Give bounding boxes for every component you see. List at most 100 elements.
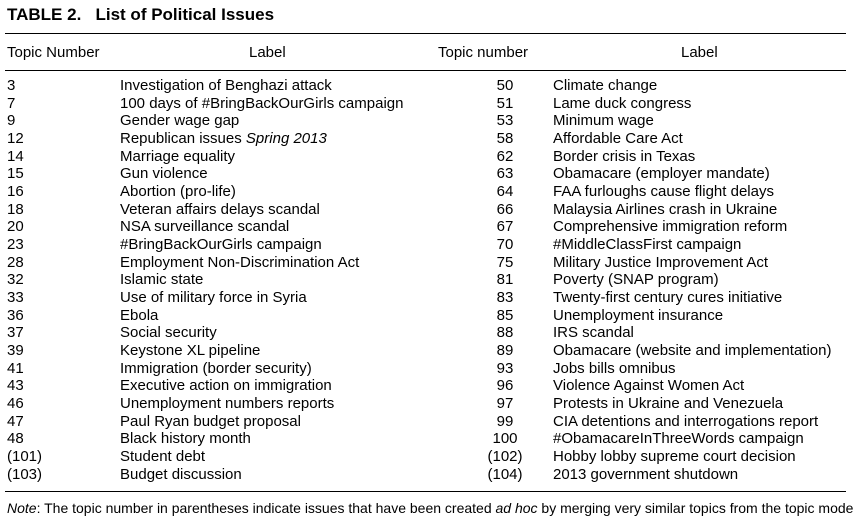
topic-label-text: Republican issues — [120, 130, 242, 148]
topic-number-right: 96 — [496, 377, 514, 395]
topic-label-right: IRS scandal — [553, 324, 634, 342]
topic-number-right: 66 — [496, 200, 514, 218]
topic-label-right: Hobby lobby supreme court decision — [553, 448, 796, 466]
table-row: 9 Gender wage gap 53 Minimum wage — [0, 112, 854, 130]
topic-label-left: Black history month — [120, 430, 251, 448]
topic-label-right: Comprehensive immigration reform — [553, 218, 788, 236]
topic-label-right: Poverty (SNAP program) — [553, 271, 719, 289]
table-row: 32 Islamic state 81 Poverty (SNAP program) — [0, 271, 854, 289]
topic-number-right: 53 — [496, 112, 514, 130]
table-row: 33 Use of military force in Syria 83 Twenty… — [0, 289, 854, 307]
table-row: 46 Unemployment numbers reports 97 Protests… — [0, 395, 854, 413]
topic-number-right: 89 — [496, 342, 514, 360]
table-row: 41 Immigration (border security) 93 Jobs bi… — [0, 360, 854, 378]
topic-label-left: Gun violence — [120, 165, 208, 183]
note-lead: Note — [7, 500, 37, 516]
topic-label-left: 100 days of #BringBackOurGirls campaign — [120, 94, 404, 112]
topic-number-right: 99 — [496, 412, 514, 430]
table-row: 7 100 days of #BringBackOurGirls campaign… — [0, 95, 854, 113]
topic-number-left: 9 — [7, 112, 16, 130]
table-row: 23 #BringBackOurGirls campaign 70 #MiddleCl… — [0, 236, 854, 254]
topic-number-right: 67 — [496, 218, 514, 236]
topic-label-left: Student debt — [120, 448, 206, 466]
topic-label-left: Marriage equality — [120, 147, 236, 165]
table-row: 28 Employment Non-Discrimination Act 75 Mil… — [0, 254, 854, 272]
topic-label-right: Minimum wage — [553, 112, 654, 130]
topic-number-right: 51 — [496, 94, 514, 112]
topic-label-left: Gender wage gap — [120, 112, 240, 130]
topic-number-left: 47 — [7, 412, 24, 430]
note-text-1: : The topic number in parentheses indica… — [36, 500, 496, 516]
table-row: (101) Student debt (102) Hobby lobby suprem… — [0, 448, 854, 466]
table-row: 15 Gun violence 63 Obamacare (employer mand… — [0, 165, 854, 183]
table-row: 43 Executive action on immigration 96 Viole… — [0, 377, 854, 395]
topic-number-right: 88 — [496, 324, 514, 342]
topic-number-right: 83 — [496, 289, 514, 307]
topic-number-right: 100 — [492, 430, 518, 448]
topic-label-right: Obamacare (website and implementation) — [553, 342, 832, 360]
topic-number-right: (104) — [487, 465, 523, 483]
topic-label-left: Ebola — [120, 306, 159, 324]
topic-number-right: 62 — [496, 147, 514, 165]
topic-number-right: 75 — [496, 253, 514, 271]
topic-label-left: Islamic state — [120, 271, 204, 289]
topic-label-left: Unemployment numbers reports — [120, 395, 335, 413]
topic-label-right: Military Justice Improvement Act — [553, 253, 769, 271]
table-row: 37 Social security 88 IRS scandal — [0, 324, 854, 342]
topic-number-left: 33 — [7, 289, 24, 307]
topic-label-right: Climate change — [553, 77, 658, 94]
bottom-rule — [5, 491, 846, 492]
topic-label-left: Employment Non-Discrimination Act — [120, 253, 360, 271]
topic-label-right: Lame duck congress — [553, 94, 692, 112]
topic-label-right: Twenty-first century cures initiative — [553, 289, 783, 307]
table-row: 48 Black history month 100 #ObamacareInThre… — [0, 430, 854, 448]
topic-number-left: 15 — [7, 165, 24, 183]
note-text-2: by merging very similar topics from the … — [537, 500, 854, 516]
header-topic-number-right: Topic number — [438, 44, 529, 61]
topic-label-right: Violence Against Women Act — [553, 377, 745, 395]
topic-number-left: 32 — [7, 271, 24, 289]
topic-label-right: Malaysia Airlines crash in Ukraine — [553, 200, 778, 218]
table-row: 16 Abortion (pro-life) 64 FAA furloughs cau… — [0, 183, 854, 201]
topic-label-left: Veteran affairs delays scandal — [120, 200, 320, 218]
topic-label-left: Investigation of Benghazi attack — [120, 77, 332, 94]
topic-number-left: 23 — [7, 236, 24, 254]
topic-label-left: Paul Ryan budget proposal — [120, 412, 301, 430]
table-caption: List of Political Issues — [95, 5, 275, 24]
header-label-left: Label — [249, 44, 286, 61]
table-title: TABLE 2. List of Political Issues — [7, 5, 274, 25]
table-number: TABLE 2. — [7, 5, 82, 24]
header-label-right: Label — [681, 44, 718, 61]
topic-label-right: #ObamacareInThreeWords campaign — [553, 430, 804, 448]
topic-label-left: NSA surveillance scandal — [120, 218, 290, 236]
topic-number-left: 39 — [7, 342, 24, 360]
topic-number-right: (102) — [487, 448, 523, 466]
table-row: 20 NSA surveillance scandal 67 Comprehensiv… — [0, 218, 854, 236]
topic-label-right: 2013 government shutdown — [553, 465, 739, 483]
topic-number-left: 16 — [7, 183, 24, 201]
topic-label-right: FAA furloughs cause flight delays — [553, 183, 774, 201]
topic-number-left: 28 — [7, 253, 24, 271]
topic-number-right: 85 — [496, 306, 514, 324]
topic-label-right: #MiddleClassFirst campaign — [553, 236, 742, 254]
topic-label-right: Unemployment insurance — [553, 306, 724, 324]
table-row: 18 Veteran affairs delays scandal 66 Malays… — [0, 201, 854, 219]
topic-number-left: 3 — [7, 77, 16, 94]
topic-number-right: 58 — [496, 130, 514, 148]
top-rule — [5, 33, 846, 34]
topic-label-left: Use of military force in Syria — [120, 289, 307, 307]
table-note: Note: The topic number in parentheses in… — [7, 500, 854, 516]
table-row: 14 Marriage equality 62 Border crisis in Te… — [0, 148, 854, 166]
topic-number-left: (103) — [7, 465, 43, 483]
topic-label-left: Executive action on immigration — [120, 377, 332, 395]
topic-label-left: Abortion (pro-life) — [120, 183, 236, 201]
topic-number-right: 50 — [496, 77, 514, 94]
topic-label-left: #BringBackOurGirls campaign — [120, 236, 322, 254]
topic-label-left: Social security — [120, 324, 217, 342]
topic-number-left: 46 — [7, 395, 24, 413]
topic-number-left: 48 — [7, 430, 24, 448]
topic-number-left: 41 — [7, 359, 24, 377]
topic-number-left: 7 — [7, 94, 16, 112]
topic-number-left: 18 — [7, 200, 24, 218]
header-topic-number-left: Topic Number — [7, 44, 100, 61]
